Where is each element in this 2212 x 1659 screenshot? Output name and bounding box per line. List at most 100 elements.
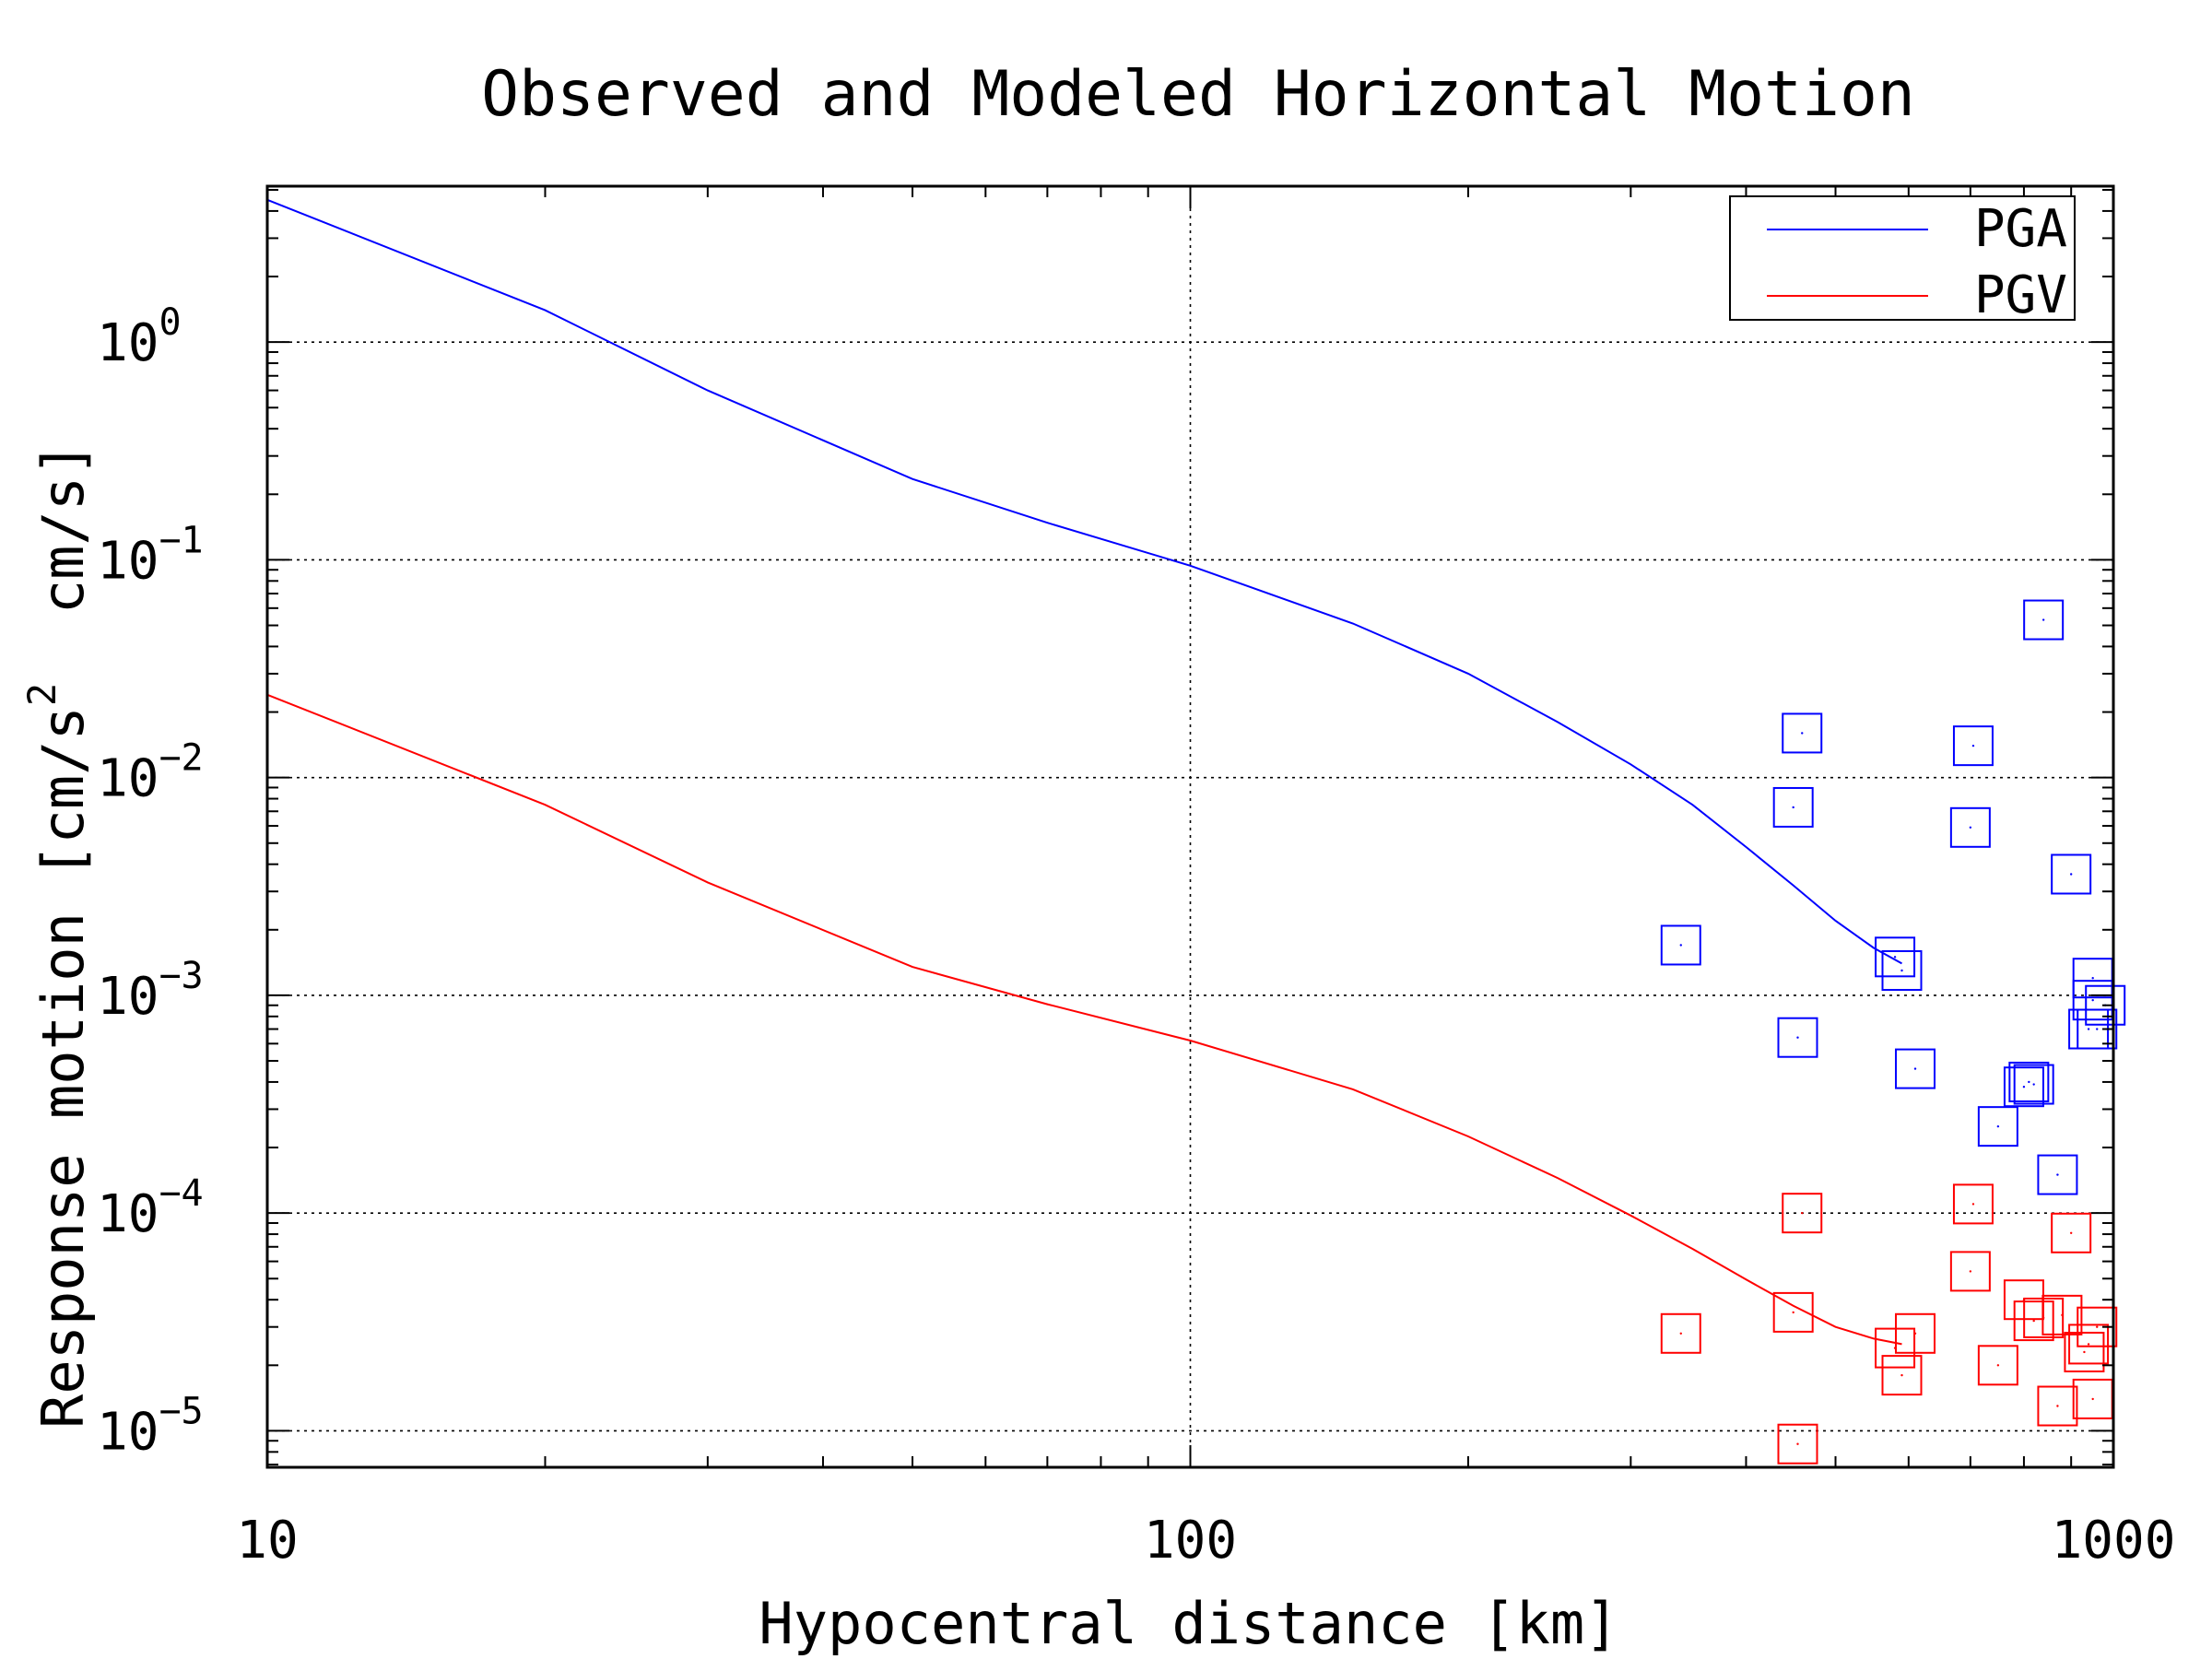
pgv-observed-marker bbox=[1952, 1183, 1994, 1225]
y-axis-title-rest: cm/s] bbox=[29, 442, 97, 683]
pga-observed-center-dot bbox=[2096, 1028, 2099, 1030]
pgv-observed-marker bbox=[2068, 1324, 2110, 1365]
pga-observed-center-dot bbox=[1971, 744, 1975, 747]
pgv-observed-marker bbox=[2041, 1294, 2083, 1335]
pga-observed-marker bbox=[2008, 1061, 2050, 1102]
y-tick-label: 10−3 bbox=[97, 955, 204, 1027]
pgv-observed-marker bbox=[2064, 1331, 2105, 1372]
pgv-observed-center-dot bbox=[2056, 1405, 2059, 1407]
pgv-observed-marker bbox=[2037, 1385, 2078, 1427]
pgv-observed-center-dot bbox=[1801, 1211, 1804, 1215]
pgv-observed-center-dot bbox=[2083, 1350, 2086, 1354]
pga-observed-center-dot bbox=[1913, 1067, 1917, 1070]
series-layer bbox=[266, 198, 2126, 1465]
pga-observed-center-dot bbox=[1792, 806, 1794, 809]
y-tick-label: 100 bbox=[97, 301, 182, 373]
pga-observed-marker bbox=[1660, 924, 1701, 966]
y-tick-label-base: 10 bbox=[97, 1184, 159, 1244]
pga-observed-marker bbox=[1772, 786, 1814, 828]
pga-observed-center-dot bbox=[1796, 1036, 1799, 1039]
y-tick-label: 10−4 bbox=[97, 1172, 204, 1244]
pgv-observed-center-dot bbox=[1679, 1332, 1682, 1335]
pga-observed-center-dot bbox=[2091, 998, 2094, 1002]
legend-box bbox=[1729, 195, 2076, 321]
pga-observed-center-dot bbox=[1900, 969, 1903, 972]
grid-lines bbox=[267, 186, 2113, 1467]
pgv-observed-center-dot bbox=[2061, 1313, 2064, 1317]
pgv-observed-center-dot bbox=[2091, 1397, 2094, 1401]
pgv-observed-center-dot bbox=[1792, 1311, 1794, 1314]
pgv-observed-center-dot bbox=[1969, 1270, 1972, 1273]
pga-observed-marker bbox=[2085, 984, 2126, 1026]
legend-pgv-label: PGV bbox=[1974, 265, 2067, 325]
legend-pga-label: PGA bbox=[1974, 199, 2067, 259]
pga-observed-center-dot bbox=[2041, 618, 2045, 621]
pga-observed-marker bbox=[1881, 950, 1923, 992]
y-axis-title-group: Response motion [cm/s2 cm/s] bbox=[19, 442, 97, 1429]
pgv-observed-center-dot bbox=[1900, 1373, 1903, 1377]
pgv-observed-center-dot bbox=[1796, 1442, 1799, 1445]
pga-observed-center-dot bbox=[2087, 1028, 2090, 1030]
pga-observed-marker bbox=[1777, 1017, 1818, 1058]
pgv-observed-marker bbox=[2051, 1212, 2092, 1253]
pgv-observed-marker bbox=[1772, 1291, 1814, 1333]
pga-model-line bbox=[266, 198, 1902, 965]
pga-observed-center-dot bbox=[1801, 732, 1804, 735]
pgv-observed-marker bbox=[2077, 1306, 2118, 1347]
pga-observed-center-dot bbox=[2028, 1080, 2030, 1084]
pgv-model-line bbox=[266, 693, 1902, 1346]
pgv-observed-center-dot bbox=[2069, 1231, 2073, 1234]
pga-observed-marker bbox=[2051, 853, 2092, 895]
pgv-observed-marker bbox=[1949, 1251, 1991, 1292]
y-tick-label-exponent: −3 bbox=[159, 955, 203, 997]
y-tick-label-exponent: −4 bbox=[159, 1172, 203, 1215]
pgv-observed-center-dot bbox=[2032, 1319, 2035, 1323]
pgv-observed-marker bbox=[1881, 1355, 1923, 1396]
pgv-observed-marker bbox=[1660, 1312, 1701, 1354]
pgv-observed-center-dot bbox=[1996, 1364, 2000, 1367]
pgv-observed-marker bbox=[1777, 1423, 1818, 1465]
pga-observed-center-dot bbox=[2069, 873, 2073, 876]
pga-observed-marker bbox=[2013, 1064, 2054, 1105]
pgv-observed-center-dot bbox=[1913, 1332, 1917, 1335]
pgv-observed-marker bbox=[1782, 1193, 1823, 1234]
pga-observed-marker bbox=[2037, 1154, 2078, 1195]
pga-observed-center-dot bbox=[2056, 1173, 2059, 1176]
pga-observed-marker bbox=[2023, 599, 2065, 641]
y-tick-label-exponent: −2 bbox=[159, 737, 203, 780]
pga-observed-center-dot bbox=[1969, 826, 1972, 830]
y-tick-label-base: 10 bbox=[97, 313, 159, 373]
pga-observed-marker bbox=[2077, 1008, 2118, 1050]
pgv-observed-center-dot bbox=[2096, 1325, 2099, 1328]
pgv-observed-marker bbox=[1977, 1345, 2018, 1386]
pga-observed-marker bbox=[1949, 806, 1991, 848]
y-tick-label-exponent: −5 bbox=[159, 1390, 203, 1432]
pgv-observed-marker bbox=[2013, 1300, 2054, 1342]
pga-observed-center-dot bbox=[1893, 956, 1897, 959]
y-axis-title-sup: 2 bbox=[19, 683, 65, 706]
pga-observed-marker bbox=[1895, 1048, 1936, 1089]
y-tick-label-base: 10 bbox=[97, 1402, 159, 1462]
x-axis-title: Hypocentral distance [km] bbox=[759, 1590, 1618, 1657]
y-tick-label-exponent: 0 bbox=[159, 301, 181, 344]
x-tick-label: 10 bbox=[236, 1511, 298, 1571]
chart-title: Observed and Modeled Horizontal Motion bbox=[481, 58, 1915, 131]
pga-observed-marker bbox=[2003, 1066, 2044, 1108]
y-axis-title: Response motion [cm/s2 cm/s] bbox=[19, 442, 97, 1429]
pga-observed-center-dot bbox=[1679, 944, 1682, 947]
y-axis-title-main: Response motion [cm/s bbox=[29, 706, 97, 1429]
pgv-observed-marker bbox=[1895, 1312, 1936, 1354]
y-tick-label-exponent: −1 bbox=[159, 519, 203, 561]
x-tick-label: 100 bbox=[1144, 1511, 1237, 1571]
pga-observed-marker bbox=[1782, 712, 1823, 754]
y-tick-label-base: 10 bbox=[97, 749, 159, 809]
pga-observed-center-dot bbox=[2032, 1083, 2035, 1086]
pga-observed-marker bbox=[1977, 1106, 2018, 1147]
y-tick-label: 10−5 bbox=[97, 1390, 204, 1462]
y-tick-label: 10−2 bbox=[97, 737, 204, 809]
y-tick-label-base: 10 bbox=[97, 531, 159, 591]
